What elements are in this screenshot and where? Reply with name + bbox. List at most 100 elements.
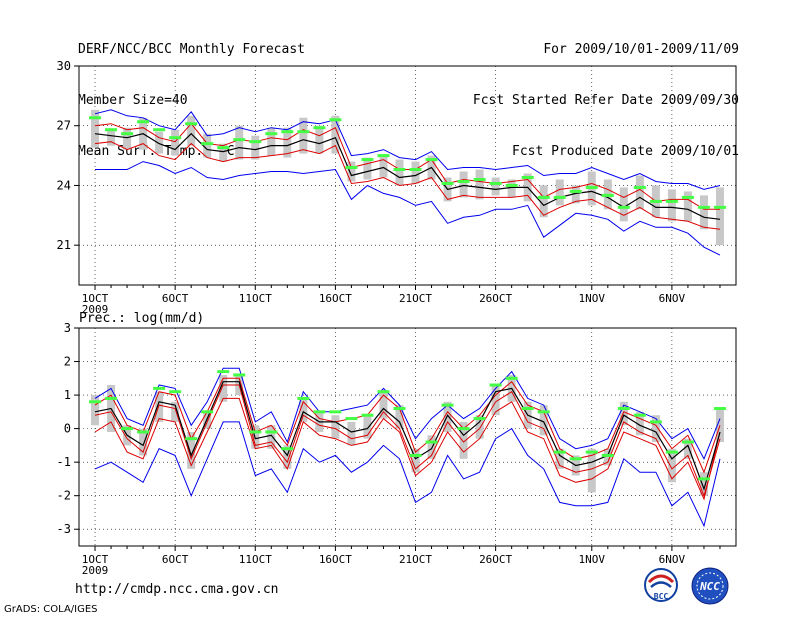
spread-box — [171, 129, 180, 156]
spread-box — [475, 169, 484, 200]
series-line-upper — [94, 122, 720, 210]
y-tick-label: 27 — [57, 119, 71, 133]
member-mark — [713, 205, 726, 209]
member-mark — [553, 450, 566, 454]
member-mark — [169, 136, 182, 140]
spread-box — [91, 395, 100, 426]
spread-box — [251, 135, 260, 160]
member-mark — [585, 185, 598, 189]
spread-box — [267, 127, 276, 156]
spread-box — [443, 401, 452, 432]
member-mark — [649, 199, 662, 203]
spread-box — [539, 405, 548, 436]
spread-box — [427, 435, 436, 459]
series-line-lower — [94, 141, 721, 230]
x-tick-label: 16OCT — [319, 292, 352, 305]
member-mark — [601, 453, 614, 457]
member-mark — [233, 373, 246, 377]
x-tick-label: 6NOV — [659, 553, 686, 566]
x-tick-year-label: 2009 — [82, 303, 109, 316]
member-mark — [345, 417, 358, 421]
x-tick-label: 21OCT — [399, 553, 432, 566]
y-tick-label: 0 — [64, 422, 71, 436]
member-mark — [153, 128, 166, 132]
member-mark — [505, 376, 518, 380]
member-mark — [249, 430, 262, 434]
spread-box — [331, 115, 340, 154]
spread-box — [619, 187, 628, 222]
x-tick-label: 11OCT — [239, 553, 272, 566]
y-tick-label: 30 — [57, 59, 71, 73]
spread-box — [347, 161, 356, 182]
y-tick-label: -3 — [57, 522, 71, 536]
series-line-mean — [94, 381, 721, 491]
x-tick-label: 6OCT — [162, 553, 189, 566]
spread-box — [651, 415, 660, 443]
member-mark — [713, 406, 726, 410]
x-tick-year-label: 2009 — [82, 564, 109, 577]
spread-box — [539, 185, 548, 218]
spread-box — [299, 117, 308, 154]
series-line-mean — [94, 132, 721, 220]
x-tick-label: 1NOV — [579, 292, 606, 305]
spread-box — [571, 185, 580, 204]
start-date-label: Fcst Started Refer Date 2009/09/30 — [472, 93, 739, 108]
member-mark — [425, 158, 438, 162]
member-mark — [489, 181, 502, 185]
member-mark — [409, 168, 422, 172]
member-mark — [601, 193, 614, 197]
member-mark — [489, 383, 502, 387]
spread-box — [587, 448, 596, 493]
spread-box — [315, 125, 324, 154]
spread-box — [299, 398, 308, 422]
y-tick-label: -2 — [57, 489, 71, 503]
series-line-red_low — [94, 397, 721, 501]
x-tick-label: 6OCT — [162, 292, 189, 305]
member-mark — [649, 420, 662, 424]
member-mark — [121, 132, 134, 136]
member-mark — [313, 126, 326, 130]
member-mark — [313, 410, 326, 414]
x-tick-label: 26OCT — [479, 292, 512, 305]
member-mark — [521, 175, 534, 179]
source-url[interactable]: http://cmdp.ncc.cma.gov.cn — [75, 582, 279, 597]
x-tick-label: 1NOV — [579, 553, 606, 566]
member-mark — [249, 140, 262, 144]
y-tick-label: 2 — [64, 355, 71, 369]
series-line-upper — [94, 377, 721, 474]
series-line-max — [94, 367, 721, 460]
member-mark — [569, 457, 582, 461]
chart-title: DERF/NCC/BCC Monthly Forecast — [78, 42, 305, 57]
member-mark — [265, 132, 278, 136]
spread-box — [139, 428, 148, 456]
member-mark — [281, 130, 294, 134]
member-mark — [505, 183, 518, 187]
spread-box — [283, 127, 292, 158]
member-size-label: Member Size=40 — [78, 93, 188, 108]
member-mark — [217, 370, 230, 374]
spread-box — [267, 425, 276, 449]
member-mark — [681, 195, 694, 199]
spread-box — [235, 125, 244, 160]
ncc-logo-text: NCC — [699, 580, 720, 593]
y-tick-label: 1 — [64, 388, 71, 402]
spread-box — [667, 448, 676, 483]
produced-date-label: Fcst Produced Date 2009/10/01 — [512, 144, 739, 159]
spread-box — [635, 175, 644, 210]
member-mark — [441, 181, 454, 185]
spread-box — [715, 187, 724, 246]
spread-box — [395, 405, 404, 429]
spread-box — [379, 391, 388, 419]
member-mark — [89, 400, 102, 404]
member-mark — [121, 427, 134, 431]
spread-box — [395, 159, 404, 186]
plot-frame — [78, 65, 737, 286]
x-tick-label: 11OCT — [239, 292, 272, 305]
spread-box — [379, 155, 388, 178]
spread-box — [715, 408, 724, 443]
member-mark — [681, 440, 694, 444]
spread-box — [123, 127, 132, 150]
x-tick-label: 1OCT — [82, 553, 109, 566]
